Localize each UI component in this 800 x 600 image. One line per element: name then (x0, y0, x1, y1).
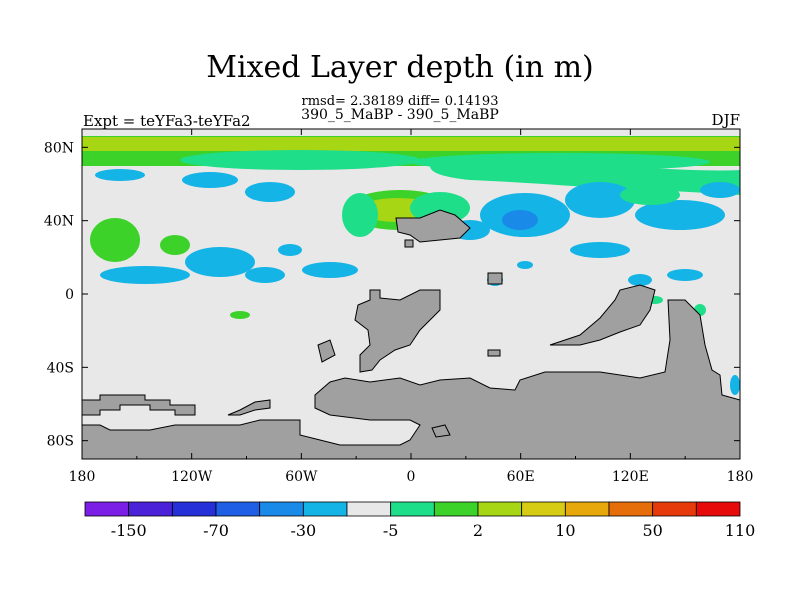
small-island (487, 272, 503, 285)
north-atlantic-land (395, 209, 471, 243)
y-axis: 80S 40S 0 40N 80N (44, 140, 740, 450)
arctic-teal-patch (180, 150, 420, 170)
field-layer (82, 136, 740, 395)
colorbar-swatch (84, 501, 130, 517)
x-tick-label: 180 (69, 469, 96, 485)
indian-cyan (570, 242, 630, 258)
y-tick-label: 0 (65, 287, 74, 303)
pacific-green-patch (160, 235, 190, 255)
antarctic-fragment (227, 399, 271, 416)
experiment-label: Expt = teYFa3-teYFa2 (83, 112, 251, 130)
colorbar-label: -150 (111, 521, 147, 540)
arctic-teal-extension (430, 157, 740, 195)
colorbar-swatch (564, 501, 610, 517)
x-tick-label: 120W (171, 469, 213, 485)
pacific-west-cyan (730, 375, 740, 395)
small-island (431, 424, 451, 438)
pacific-green-patch (90, 218, 140, 262)
chart-title: Mixed Layer depth (in m) (206, 50, 594, 85)
y-tick-label: 80S (47, 434, 74, 450)
small-island (404, 239, 414, 248)
pacific-cyan-patch (245, 267, 285, 283)
colorbar-swatch (477, 501, 523, 517)
colorbar-swatch (521, 501, 566, 517)
colorbar-label: -5 (383, 521, 399, 540)
south-america-islet (317, 339, 336, 363)
x-tick-label: 180 (727, 469, 754, 485)
eurasia-cyan (700, 182, 740, 198)
colorbar-swatch (608, 501, 654, 517)
eurasia-cyan (565, 182, 635, 218)
x-axis: 180 120W 60W 0 60E 120E 180 (69, 129, 754, 485)
colorbar-swatch (128, 501, 173, 517)
pacific-cyan-patch (185, 247, 255, 277)
colorbar-swatch (433, 501, 479, 517)
indian-cyan (628, 274, 652, 286)
colorbar-swatch (215, 501, 261, 517)
north-atlantic-teal (342, 193, 378, 237)
stats-line: rmsd= 2.38189 diff= 0.14193 (301, 94, 499, 109)
colorbar-swatch (302, 501, 348, 517)
colorbar-swatch (171, 501, 217, 517)
land-layer (82, 209, 740, 459)
colorbar-swatch (652, 501, 697, 517)
pacific-cyan-patch (245, 182, 295, 202)
x-tick-label: 60W (285, 469, 318, 485)
australia-fragment (549, 284, 656, 346)
pacific-cyan-patch (100, 266, 190, 284)
colorbar-label: 50 (642, 521, 662, 540)
colorbar-swatch (259, 501, 304, 517)
y-tick-label: 40S (47, 360, 74, 376)
y-tick-label: 40N (44, 214, 74, 230)
colorbar-label: -30 (290, 521, 316, 540)
small-island (487, 349, 501, 357)
antarctic-fragment (82, 394, 196, 416)
antarctica (82, 299, 740, 459)
colorbar-swatch (346, 501, 392, 517)
pacific-cyan-patch (302, 262, 358, 278)
colorbar-swatch (695, 501, 741, 517)
pacific-cyan-patch (95, 169, 145, 181)
eurasia-blue (502, 210, 538, 230)
tropical-green-speck (230, 311, 250, 319)
season-label: DJF (711, 111, 740, 129)
pacific-cyan-patch (278, 244, 302, 256)
arctic-band-lime (82, 137, 740, 151)
colorbar-swatch (390, 501, 435, 517)
colorbar-label: 110 (725, 521, 756, 540)
pacific-west-cyan (667, 269, 703, 281)
x-tick-label: 60E (507, 469, 535, 485)
indian-cyan (517, 261, 533, 269)
colorbar-label: -70 (203, 521, 229, 540)
eurasia-cyan (635, 200, 725, 230)
south-america (354, 289, 441, 373)
eurasia-teal (620, 185, 680, 205)
colorbar: -150 -70 -30 -5 2 10 50 110 (84, 501, 756, 540)
x-tick-label: 120E (612, 469, 649, 485)
colorbar-label: 2 (473, 521, 483, 540)
y-tick-label: 80N (44, 140, 74, 156)
x-tick-label: 0 (407, 469, 416, 485)
pacific-cyan-patch (182, 172, 238, 188)
colorbar-label: 10 (555, 521, 575, 540)
period-line: 390_5_MaBP - 390_5_MaBP (301, 107, 499, 123)
